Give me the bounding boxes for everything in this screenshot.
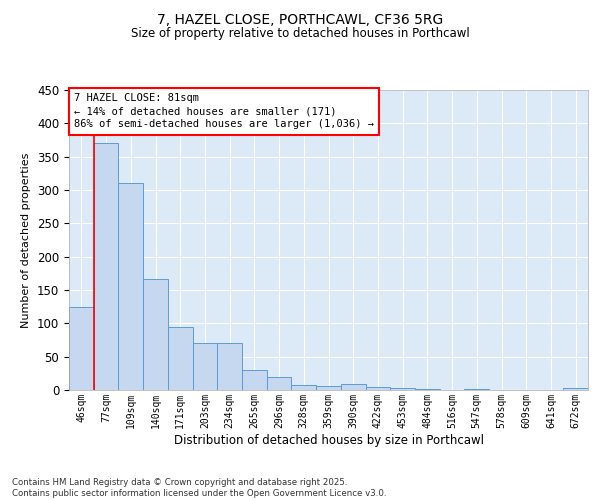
Text: 7 HAZEL CLOSE: 81sqm
← 14% of detached houses are smaller (171)
86% of semi-deta: 7 HAZEL CLOSE: 81sqm ← 14% of detached h… (74, 93, 374, 130)
Bar (267, 378, 292, 390)
Bar (94, 144, 118, 390)
Y-axis label: Number of detached properties: Number of detached properties (22, 152, 31, 328)
Bar (217, 342, 242, 390)
Text: 7, HAZEL CLOSE, PORTHCAWL, CF36 5RG: 7, HAZEL CLOSE, PORTHCAWL, CF36 5RG (157, 12, 443, 26)
Text: Contains HM Land Registry data © Crown copyright and database right 2025.
Contai: Contains HM Land Registry data © Crown c… (12, 478, 386, 498)
Bar (390, 388, 415, 390)
Bar (242, 370, 267, 390)
Bar (563, 388, 588, 390)
Bar (143, 278, 168, 390)
Bar (69, 306, 94, 390)
Bar (365, 386, 390, 390)
Bar (118, 184, 143, 390)
Bar (193, 342, 217, 390)
X-axis label: Distribution of detached houses by size in Porthcawl: Distribution of detached houses by size … (173, 434, 484, 446)
Bar (168, 326, 193, 390)
Bar (316, 386, 341, 390)
Bar (292, 384, 316, 390)
Bar (341, 384, 365, 390)
Text: Size of property relative to detached houses in Porthcawl: Size of property relative to detached ho… (131, 28, 469, 40)
